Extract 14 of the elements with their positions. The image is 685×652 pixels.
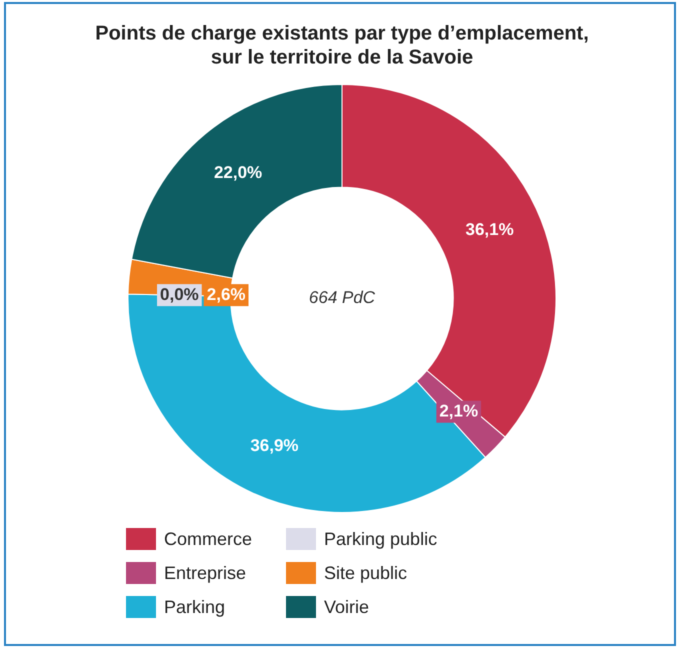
- text: 0,0%: [160, 284, 199, 304]
- data-label: 2,1%: [439, 401, 478, 420]
- legend-label: Parking: [164, 596, 226, 618]
- data-label: 2,6%: [206, 284, 246, 304]
- legend-label: Voirie: [324, 596, 370, 618]
- chart-title: Points de charge existants par type d’emplacement, sur le territoire de la Savoie: [95, 22, 589, 69]
- legend-label: Parking public: [324, 528, 438, 550]
- data-label: 22,0%: [214, 163, 262, 182]
- legend-label: Entreprise: [164, 562, 246, 584]
- data-label: 36,9%: [250, 436, 299, 456]
- data-label: 36,1%: [466, 220, 514, 239]
- legend-label: Commerce: [164, 528, 252, 550]
- legend-label: Site public: [324, 562, 408, 584]
- text: 664 PdC: [308, 288, 376, 308]
